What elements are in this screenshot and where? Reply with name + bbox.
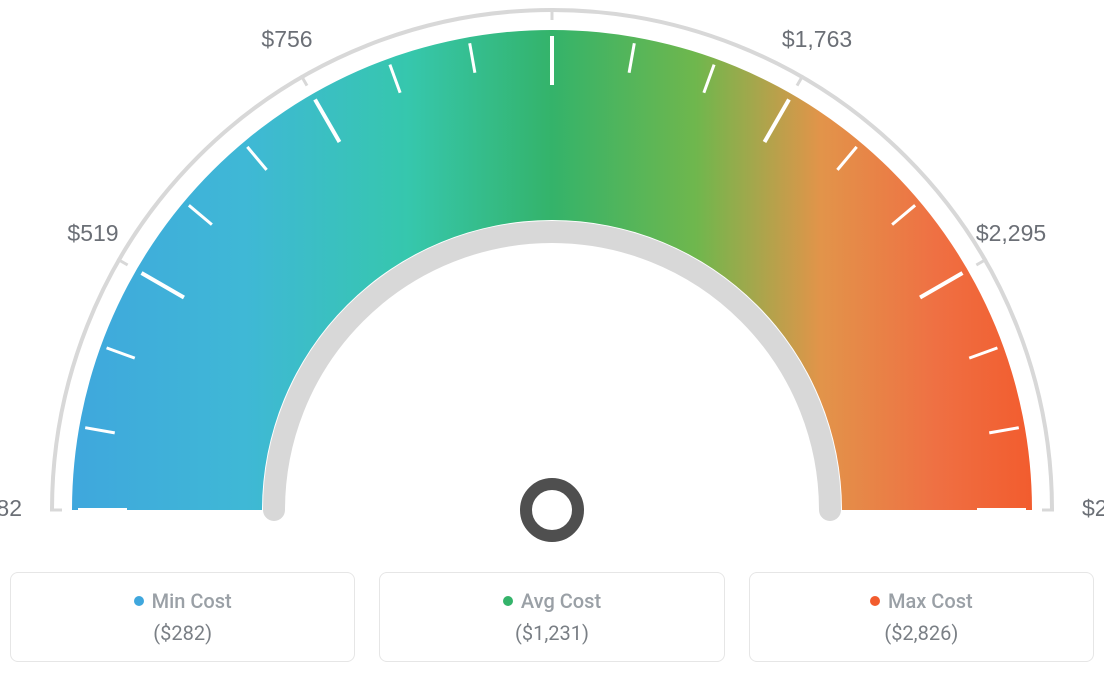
avg-label: Avg Cost xyxy=(521,589,601,613)
max-value: ($2,826) xyxy=(760,621,1083,645)
min-value: ($282) xyxy=(21,621,344,645)
tick-label: $282 xyxy=(0,495,22,521)
min-cost-card: Min Cost ($282) xyxy=(10,572,355,662)
min-label: Min Cost xyxy=(152,589,232,613)
avg-cost-card: Avg Cost ($1,231) xyxy=(379,572,724,662)
tick-label: $1,763 xyxy=(782,26,852,52)
legend-cards: Min Cost ($282) Avg Cost ($1,231) Max Co… xyxy=(10,572,1094,662)
gauge-arc xyxy=(72,30,1032,510)
min-dot-icon xyxy=(134,596,144,606)
avg-dot-icon xyxy=(503,596,513,606)
avg-value: ($1,231) xyxy=(390,621,713,645)
cost-gauge: $282$519$756$1,231$1,763$2,295$2,826 xyxy=(0,0,1104,560)
max-label: Max Cost xyxy=(888,589,973,613)
tick-label: $2,295 xyxy=(976,220,1046,246)
tick-label: $756 xyxy=(261,26,312,52)
max-dot-icon xyxy=(870,596,880,606)
tick-label: $519 xyxy=(67,220,118,246)
max-cost-card: Max Cost ($2,826) xyxy=(749,572,1094,662)
tick-label: $2,826 xyxy=(1082,495,1104,521)
